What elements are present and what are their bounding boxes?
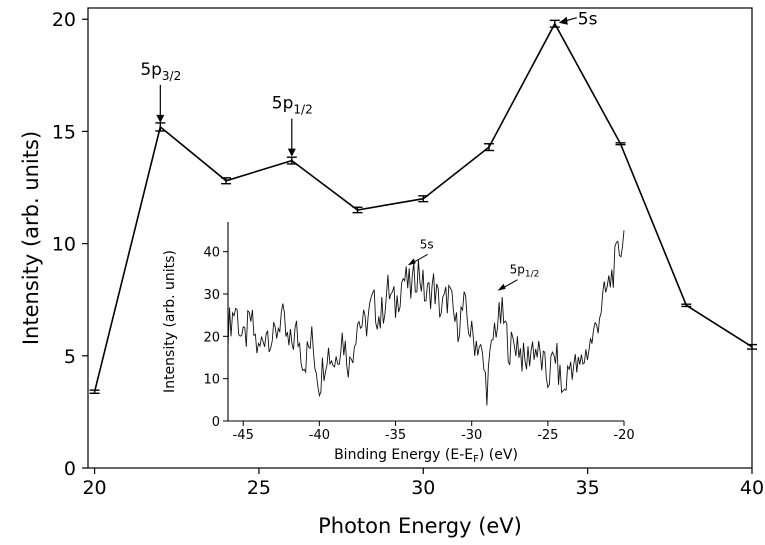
inset-annotation-arrowhead [497,283,506,291]
intensity-line [93,22,753,392]
y-tick-label: 5 [64,346,76,368]
annotation-label: 5s [578,10,598,30]
inset-x-tick-label: -45 [233,428,254,443]
error-bar [549,19,560,28]
x-tick-label: 40 [740,477,764,499]
x-tick-label: 35 [576,477,600,499]
inset-annotation-label: 5p1/2 [510,263,540,280]
x-axis-title: Photon Energy (eV) [318,514,522,538]
inset-x-axis-title: Binding Energy (E-EF) (eV) [334,447,518,465]
y-tick-label: 0 [64,458,76,480]
inset-y-tick-label: 40 [203,246,220,261]
inset-annotation: 5p1/2 [497,263,540,291]
y-tick-label: 10 [52,234,76,256]
inset-annotation-arrowhead [407,258,416,266]
error-bar [221,177,232,185]
error-bar [615,142,626,146]
error-bar [747,343,757,350]
error-bar [418,195,429,203]
y-axis-title: Intensity (arb. units) [19,131,43,345]
y-tick-label: 20 [52,9,76,31]
x-tick-label: 25 [247,477,271,499]
error-bar [484,143,495,152]
inset-annotation: 5s [407,237,434,266]
inset-x-tick-label: -25 [537,428,558,443]
error-bar [352,206,363,214]
error-bar [286,156,297,165]
inset-y-tick-label: 0 [212,415,220,430]
y-tick-label: 15 [52,121,76,143]
inset-x-tick-label: -30 [461,428,482,443]
peak-annotation: 5s [558,10,598,30]
main-plot-frame [87,7,753,469]
x-tick-label: 30 [411,477,435,499]
annotation-arrowhead [558,16,568,25]
annotation-arrowhead [287,148,296,157]
inset-plot: -45 -40 -35 -30 -25 -20 0 10 20 30 40 Binding Energ… [162,222,635,465]
inset-x-tick-label: -40 [309,428,330,443]
inset-y-tick-label: 10 [203,373,220,388]
error-bar [89,389,100,394]
inset-x-tick-label: -20 [613,428,634,443]
annotation-arrowhead [156,114,165,123]
error-bar [681,303,692,308]
inset-y-tick-label: 30 [203,288,220,303]
inset-annotation-label: 5s [420,237,434,251]
inset-spectrum-line [227,230,625,406]
inset-x-tick-label: -35 [385,428,406,443]
peak-annotation: 5p3/2 [140,60,181,123]
inset-y-axis-title: Intensity (arb. units) [162,250,178,393]
annotation-label: 5p1/2 [272,94,313,117]
peak-annotation: 5p1/2 [272,94,313,157]
inset-y-tick-label: 20 [203,330,220,345]
x-tick-label: 20 [82,477,106,499]
main-plot: 20 25 30 35 40 0 5 10 15 20 Photon Energy (eV) Inte… [19,7,764,538]
annotation-label: 5p3/2 [140,60,181,83]
